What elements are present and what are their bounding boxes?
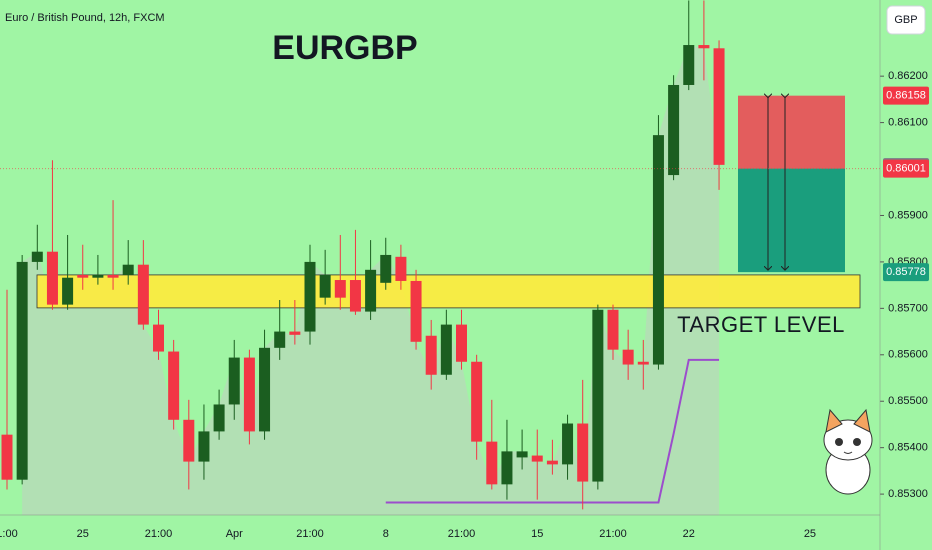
candle-body — [334, 280, 346, 298]
candle-body — [440, 324, 452, 375]
chart-title: EURGBP — [272, 29, 417, 67]
candle-body — [213, 404, 225, 432]
y-tick-label: 0.85700 — [888, 302, 928, 314]
candle-body — [107, 274, 119, 278]
candle-body — [546, 460, 558, 465]
candle-body — [683, 45, 695, 85]
candle-body — [637, 361, 649, 365]
y-tick-label: 0.86100 — [888, 117, 928, 129]
x-tick-label: 25 — [77, 528, 89, 540]
candle-body — [456, 324, 467, 362]
candle-body — [243, 357, 255, 432]
candle-body — [562, 423, 574, 465]
x-tick-label: 21:00 — [599, 528, 627, 540]
price-marker-label: 0.86158 — [886, 90, 926, 102]
candle-body — [46, 251, 58, 305]
candle-body — [228, 357, 240, 405]
x-tick-label: 15 — [531, 528, 543, 540]
sticker — [823, 408, 873, 495]
y-tick-label: 0.85900 — [888, 209, 928, 221]
y-tick-label: 0.85400 — [888, 442, 928, 454]
candle-body — [137, 264, 149, 325]
currency-button[interactable] — [886, 5, 926, 35]
candle-body — [319, 274, 331, 298]
symbol-info: Euro / British Pound, 12h, FXCM — [5, 12, 165, 24]
price-marker-label: 0.85778 — [886, 266, 926, 278]
candle-body — [425, 335, 437, 375]
support-zone — [36, 274, 861, 309]
candle-body — [471, 361, 483, 442]
candle-body — [410, 280, 422, 342]
candle-body — [153, 324, 164, 352]
price-marker-label: 0.86001 — [886, 162, 926, 174]
y-tick-label: 0.85500 — [888, 395, 928, 407]
candle-body — [304, 261, 316, 332]
price-marker — [883, 263, 929, 282]
candle-body — [77, 274, 89, 278]
indicator-line — [385, 358, 720, 504]
candle-body — [168, 351, 180, 420]
candle-body — [713, 48, 725, 165]
stop-box — [738, 95, 845, 169]
annotation: TARGET LEVEL — [677, 312, 845, 337]
candle-body — [122, 264, 134, 275]
candle-body — [622, 349, 634, 365]
y-tick-label: 0.85300 — [888, 488, 928, 500]
y-tick-label: 0.86200 — [888, 70, 928, 82]
x-tick-label: 21:00 — [296, 528, 324, 540]
candle-body — [62, 277, 74, 305]
candle-body — [668, 84, 680, 176]
candle-body — [365, 269, 377, 312]
candle-body — [31, 251, 43, 262]
candle-body — [198, 431, 210, 462]
candle-body — [531, 455, 543, 462]
candle-body — [592, 309, 604, 482]
candle-body — [259, 347, 271, 432]
x-tick-label: Apr — [226, 528, 243, 540]
price-marker — [883, 159, 929, 178]
candle-body — [183, 419, 195, 462]
plot-area — [0, 0, 880, 515]
candle-body — [1, 434, 13, 480]
candle-body — [349, 280, 361, 312]
candle-body — [516, 451, 528, 458]
candle-body — [698, 45, 710, 49]
x-tick-label: 8 — [383, 528, 389, 540]
x-tick-label: 21:00 — [145, 528, 173, 540]
x-tick-label: 25 — [804, 528, 816, 540]
candle-body — [380, 254, 392, 283]
candle-body — [16, 261, 28, 480]
x-tick-label: 22 — [683, 528, 695, 540]
candle-body — [274, 331, 286, 348]
x-tick-label: 21:00 — [448, 528, 476, 540]
candle-body — [289, 331, 301, 335]
candle-body — [486, 441, 498, 485]
price-marker — [883, 86, 929, 105]
x-tick-label: 1:00 — [0, 528, 18, 540]
candle-body — [501, 451, 513, 485]
y-tick-label: 0.85600 — [888, 349, 928, 361]
candle-body — [607, 309, 619, 350]
candle-body — [652, 135, 664, 365]
candle-body — [577, 423, 589, 482]
target-box — [738, 168, 845, 273]
currency-label: GBP — [894, 14, 917, 26]
candle-body — [92, 274, 104, 278]
candle-body — [395, 256, 407, 281]
